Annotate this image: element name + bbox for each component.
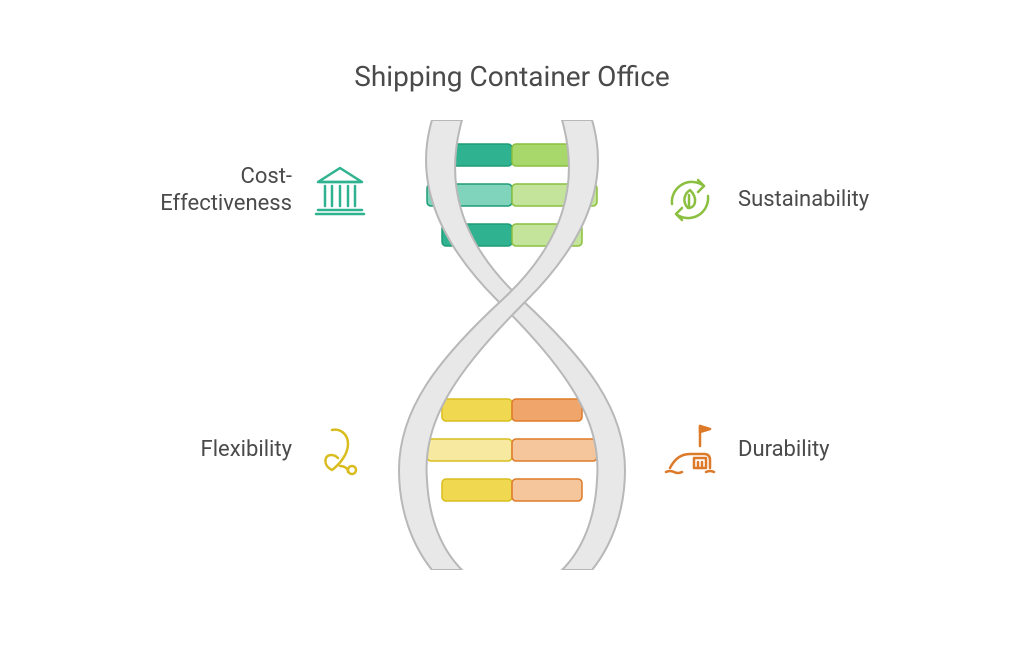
feature-durability-label: Durability xyxy=(738,436,830,464)
feature-flexibility: Flexibility xyxy=(110,420,370,480)
fortress-icon xyxy=(660,420,720,480)
flex-hand-icon xyxy=(310,420,370,480)
feature-sustainability: Sustainability xyxy=(660,170,960,230)
feature-cost: Cost- Effectiveness xyxy=(110,160,370,220)
feature-sustainability-label: Sustainability xyxy=(738,186,869,214)
infographic-stage: Shipping Container Office xyxy=(0,0,1024,660)
feature-flexibility-label: Flexibility xyxy=(201,436,292,464)
bank-icon xyxy=(310,160,370,220)
leaf-cycle-icon xyxy=(660,170,720,230)
feature-durability: Durability xyxy=(660,420,960,480)
helix-svg xyxy=(387,120,637,570)
dna-helix xyxy=(387,120,637,570)
page-title: Shipping Container Office xyxy=(0,60,1024,93)
feature-cost-label: Cost- Effectiveness xyxy=(160,163,292,218)
